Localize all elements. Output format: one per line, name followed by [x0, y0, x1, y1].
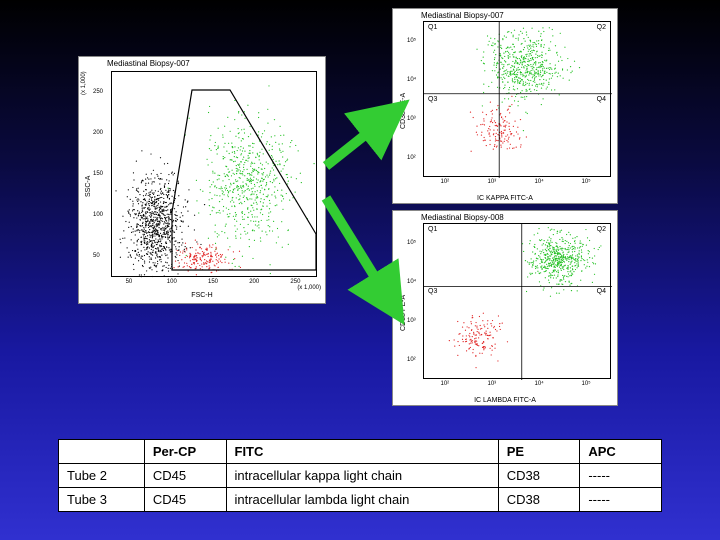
main-y-label: SSC-A	[85, 176, 92, 197]
quad-q3: Q3	[428, 96, 437, 103]
row-label: Tube 3	[59, 488, 145, 512]
quad-q2: Q2	[597, 226, 606, 233]
table-cell: CD38	[498, 464, 580, 488]
bottom-plot-svg	[424, 224, 612, 380]
main-x-label: FSC-H	[191, 292, 212, 299]
table-header-cell: FITC	[226, 440, 498, 464]
quad-q3: Q3	[428, 288, 437, 295]
bottom-y-label: CD38 PE-A	[400, 295, 407, 331]
table-row: Tube 2CD45intracellular kappa light chai…	[59, 464, 662, 488]
table-header-cell	[59, 440, 145, 464]
top-y-label: CD38 PE-A	[400, 93, 407, 129]
table-cell: intracellular lambda light chain	[226, 488, 498, 512]
bottom-x-label: IC LAMBDA FITC-A	[474, 397, 536, 404]
main-plot-title: Mediastinal Biopsy-007	[79, 57, 325, 68]
table-row: Tube 3CD45intracellular lambda light cha…	[59, 488, 662, 512]
top-plot-title: Mediastinal Biopsy-007	[393, 9, 617, 20]
table-header-cell: APC	[580, 440, 662, 464]
row-label: Tube 2	[59, 464, 145, 488]
main-plot-svg	[112, 72, 318, 278]
table-cell: CD45	[144, 464, 226, 488]
bottom-plot-title: Mediastinal Biopsy-008	[393, 211, 617, 222]
top-plot-svg	[424, 22, 612, 178]
table-header-cell: PE	[498, 440, 580, 464]
table-cell: -----	[580, 464, 662, 488]
top-scatter-plot: Mediastinal Biopsy-007 CD38 PE-A Q1 Q2 Q…	[392, 8, 618, 204]
main-y-scale: (x 1,000)	[81, 71, 87, 95]
table-cell: -----	[580, 488, 662, 512]
top-x-label: IC KAPPA FITC-A	[477, 195, 533, 202]
fluorochrome-table: Per-CPFITCPEAPC Tube 2CD45intracellular …	[58, 439, 662, 512]
table-cell: CD45	[144, 488, 226, 512]
table-header-row: Per-CPFITCPEAPC	[59, 440, 662, 464]
table-header-cell: Per-CP	[144, 440, 226, 464]
plots-area: Mediastinal Biopsy-007 SSC-A (x 1,000) F…	[0, 8, 720, 408]
table-cell: CD38	[498, 488, 580, 512]
main-scatter-plot: Mediastinal Biopsy-007 SSC-A (x 1,000) F…	[78, 56, 326, 304]
quad-q2: Q2	[597, 24, 606, 31]
quad-q4: Q4	[597, 288, 606, 295]
bottom-scatter-plot: Mediastinal Biopsy-008 CD38 PE-A Q1 Q2 Q…	[392, 210, 618, 406]
quad-q4: Q4	[597, 96, 606, 103]
main-x-scale: (x 1,000)	[297, 285, 321, 291]
bottom-plot-frame: Q1 Q2 Q3 Q4	[423, 223, 611, 379]
quad-q1: Q1	[428, 24, 437, 31]
quad-q1: Q1	[428, 226, 437, 233]
main-plot-frame	[111, 71, 317, 277]
top-plot-frame: Q1 Q2 Q3 Q4	[423, 21, 611, 177]
table-cell: intracellular kappa light chain	[226, 464, 498, 488]
